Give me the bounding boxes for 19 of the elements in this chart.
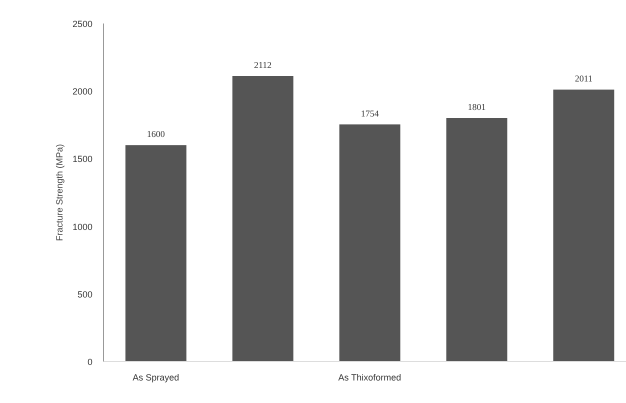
data-label: 2112 — [254, 60, 272, 70]
x-tick-label: As Sprayed — [132, 372, 180, 382]
y-tick-label: 2000 — [72, 86, 93, 97]
bar — [232, 76, 294, 362]
bar — [553, 90, 614, 362]
y-tick-label: 1000 — [72, 222, 93, 232]
data-label: 1801 — [468, 102, 486, 112]
y-axis-title: Fracture Strength (MPa) — [54, 144, 64, 242]
y-tick-label: 1500 — [72, 154, 93, 164]
y-tick-label: 500 — [77, 289, 93, 300]
bar — [125, 145, 186, 362]
data-label: 2011 — [574, 74, 593, 84]
bar — [446, 118, 508, 362]
data-label: 1600 — [146, 129, 166, 140]
y-tick-label: 2500 — [72, 19, 93, 29]
y-tick-label: 0 — [87, 357, 93, 367]
x-tick-label: As Thixoformed — [338, 372, 402, 382]
data-label: 1754 — [360, 108, 380, 118]
bar — [339, 124, 400, 362]
